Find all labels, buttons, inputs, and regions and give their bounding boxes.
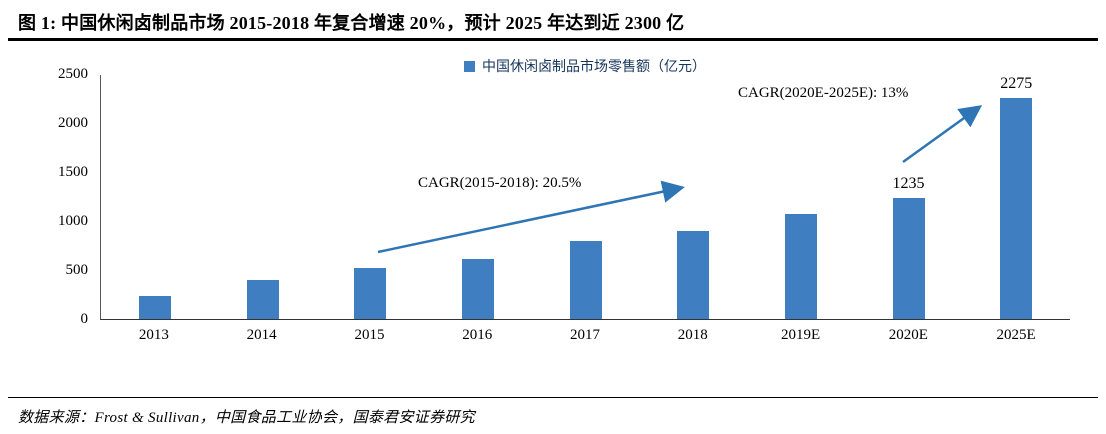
y-axis-tick-label: 0 — [80, 311, 89, 327]
bar-slot-2017 — [532, 75, 640, 319]
x-axis-label-2016: 2016 — [462, 327, 493, 343]
y-axis-tick-label: 2000 — [58, 115, 88, 131]
x-axis-label-2015: 2015 — [354, 327, 385, 343]
y-axis-tick-label: 1000 — [58, 213, 88, 229]
x-axis: 2013 2014 2015 2016 2017 2018 2019E 2020E 2025E — [100, 327, 1070, 344]
y-axis-tick-label: 1500 — [58, 164, 88, 180]
bar-slot-2015 — [316, 75, 424, 319]
bar-slot-2025E: 2275 — [962, 75, 1070, 319]
legend-swatch-icon — [464, 60, 475, 72]
data-source-note: 数据来源：Frost & Sullivan，中国食品工业协会，国泰君安证券研究 — [18, 410, 475, 426]
bar-slot-2014 — [209, 75, 317, 319]
bar-slot-2016 — [424, 75, 532, 319]
y-axis-tick-label: 2500 — [58, 66, 88, 82]
x-axis-label-2013: 2013 — [138, 327, 169, 343]
bar-value-label-2020E: 1235 — [892, 174, 925, 192]
x-axis-label-2025E: 2025E — [996, 327, 1036, 343]
x-axis-label-2017: 2017 — [570, 327, 601, 343]
x-axis-label-2018: 2018 — [677, 327, 708, 343]
footer-divider — [8, 397, 1098, 398]
bar-slot-2018 — [639, 75, 747, 319]
bar-2013 — [138, 296, 171, 319]
bar-2020E — [892, 197, 925, 319]
y-axis-tick-label: 500 — [65, 262, 89, 278]
figure-title: 图 1: 中国休闲卤制品市场 2015-2018 年复合增速 20%，预计 20… — [18, 13, 685, 33]
bar-series: 1235 2275 — [101, 75, 1070, 319]
bar-slot-2013 — [101, 75, 209, 319]
legend-label: 中国休闲卤制品市场零售额（亿元） — [482, 60, 706, 75]
cagr-2015-2018-annotation: CAGR(2015-2018): 20.5% — [418, 175, 582, 191]
chart-legend: 中国休闲卤制品市场零售额（亿元） — [100, 56, 1070, 76]
bar-2017 — [569, 240, 602, 319]
bar-value-label-2025E: 2275 — [1000, 75, 1033, 92]
x-axis-label-2014: 2014 — [246, 327, 277, 343]
bar-2015 — [354, 268, 387, 319]
bar-2025E — [1000, 98, 1033, 319]
bar-slot-2019E — [747, 75, 855, 319]
bar-2018 — [677, 230, 710, 319]
bar-slot-2020E: 1235 — [855, 75, 963, 319]
x-axis-label-2019E: 2019E — [780, 327, 821, 343]
bar-2014 — [246, 279, 279, 319]
title-divider — [8, 38, 1098, 41]
plot-area: 1235 2275 — [100, 75, 1070, 320]
cagr-2020-2025-annotation: CAGR(2020E-2025E): 13% — [738, 85, 909, 101]
bar-2019E — [784, 214, 817, 319]
x-axis-label-2020E: 2020E — [888, 327, 928, 343]
bar-2016 — [461, 259, 494, 319]
